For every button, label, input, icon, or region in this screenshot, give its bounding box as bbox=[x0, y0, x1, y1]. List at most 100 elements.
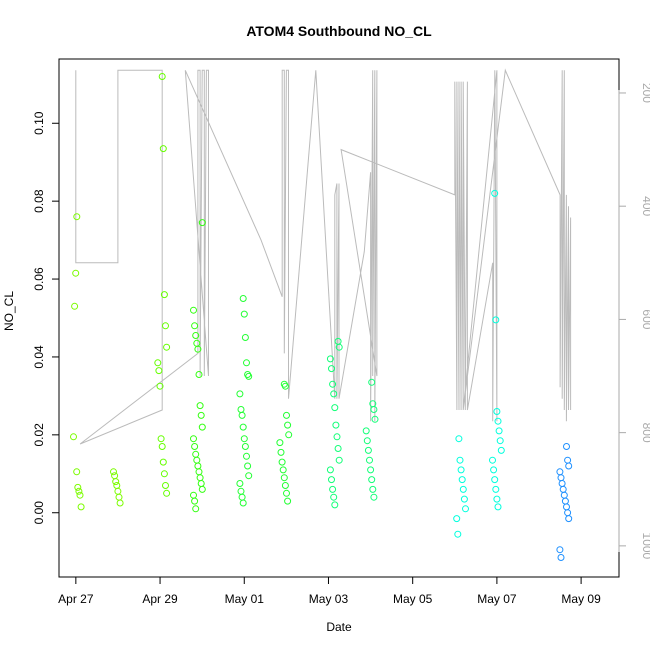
y-axis-label: NO_CL bbox=[2, 291, 16, 331]
data-point bbox=[334, 337, 342, 345]
data-points bbox=[70, 73, 573, 561]
x-tick-label: May 01 bbox=[225, 592, 265, 606]
data-point bbox=[563, 503, 570, 511]
data-point bbox=[331, 404, 339, 412]
data-point bbox=[284, 421, 292, 429]
data-point bbox=[368, 476, 376, 484]
data-point bbox=[335, 343, 343, 351]
data-point bbox=[276, 439, 284, 447]
data-point bbox=[455, 435, 463, 443]
data-point bbox=[363, 437, 371, 445]
data-point bbox=[283, 411, 290, 419]
data-point bbox=[110, 468, 117, 476]
data-point bbox=[114, 487, 122, 495]
data-point bbox=[494, 417, 502, 425]
data-point bbox=[239, 499, 247, 507]
data-point bbox=[328, 476, 335, 484]
data-point bbox=[557, 554, 565, 561]
data-point bbox=[112, 478, 120, 486]
data-point bbox=[73, 468, 81, 476]
x-tick-label: Apr 27 bbox=[58, 592, 94, 606]
data-point bbox=[196, 402, 204, 410]
data-point bbox=[460, 495, 468, 503]
data-point bbox=[190, 491, 197, 499]
x-tick-label: May 03 bbox=[309, 592, 349, 606]
data-point bbox=[281, 482, 289, 489]
data-point bbox=[113, 482, 121, 489]
data-point bbox=[192, 505, 200, 513]
data-point bbox=[244, 462, 252, 470]
data-point bbox=[159, 458, 167, 466]
data-point bbox=[557, 474, 565, 482]
data-point bbox=[245, 472, 253, 480]
y-axis: 0.00 0.02 0.04 0.06 0.08 0.10 bbox=[32, 111, 60, 524]
data-point bbox=[195, 468, 203, 476]
data-point bbox=[564, 456, 572, 464]
data-point bbox=[239, 295, 247, 302]
data-point bbox=[335, 456, 343, 464]
data-point bbox=[561, 497, 569, 505]
data-point bbox=[163, 489, 171, 497]
data-point bbox=[371, 415, 379, 423]
data-point bbox=[194, 462, 202, 470]
data-point bbox=[459, 485, 467, 493]
data-point bbox=[190, 435, 197, 443]
data-point bbox=[159, 145, 167, 153]
data-point bbox=[237, 406, 245, 413]
data-point bbox=[195, 371, 203, 378]
data-point bbox=[453, 515, 461, 523]
data-point bbox=[241, 334, 249, 341]
data-point bbox=[326, 355, 334, 363]
y-tick-label: 0.06 bbox=[32, 267, 46, 291]
data-point bbox=[334, 445, 342, 452]
data-point bbox=[156, 382, 164, 390]
data-point bbox=[73, 213, 81, 221]
data-point bbox=[158, 443, 166, 450]
right-tick-label: 1000 bbox=[640, 533, 650, 560]
data-point bbox=[489, 456, 496, 464]
data-point bbox=[197, 411, 205, 419]
data-point bbox=[367, 466, 375, 474]
data-point bbox=[155, 367, 163, 375]
y-tick-label: 0.08 bbox=[32, 189, 46, 213]
altitude-line bbox=[75, 68, 572, 445]
right-tick-label: 600 bbox=[640, 309, 650, 329]
y-tick-label: 0.04 bbox=[32, 345, 46, 369]
data-point bbox=[331, 501, 339, 509]
data-point bbox=[238, 411, 246, 419]
data-point bbox=[326, 466, 334, 474]
data-point bbox=[154, 359, 162, 367]
right-tick-label: 800 bbox=[640, 423, 650, 443]
data-point bbox=[192, 332, 200, 339]
chart-title: ATOM4 Southbound NO_CL bbox=[246, 23, 432, 39]
data-point bbox=[239, 423, 247, 431]
data-point bbox=[74, 483, 82, 491]
data-point bbox=[238, 493, 246, 501]
data-point bbox=[490, 466, 498, 474]
data-point bbox=[72, 269, 80, 277]
data-point bbox=[493, 408, 501, 415]
data-point bbox=[191, 497, 199, 505]
data-point bbox=[564, 509, 572, 517]
data-point bbox=[243, 359, 250, 367]
data-point bbox=[492, 316, 500, 324]
x-tick-label: May 09 bbox=[561, 592, 601, 606]
data-point bbox=[563, 443, 570, 450]
altitude-trace bbox=[75, 68, 572, 445]
data-point bbox=[496, 437, 504, 445]
data-point bbox=[556, 546, 564, 554]
data-point bbox=[198, 423, 206, 431]
data-point bbox=[75, 487, 83, 495]
data-point bbox=[163, 343, 171, 351]
data-point bbox=[328, 365, 335, 373]
data-point bbox=[196, 474, 204, 482]
data-point bbox=[160, 470, 168, 478]
x-axis: Apr 27 Apr 29 May 01 May 03 May 05 May 07 May … bbox=[58, 576, 601, 606]
data-point bbox=[197, 480, 205, 487]
data-point bbox=[192, 450, 200, 458]
x-tick-label: May 07 bbox=[477, 592, 517, 606]
right-tick-label: 400 bbox=[640, 196, 650, 216]
data-point bbox=[280, 474, 288, 482]
data-point bbox=[240, 310, 248, 318]
